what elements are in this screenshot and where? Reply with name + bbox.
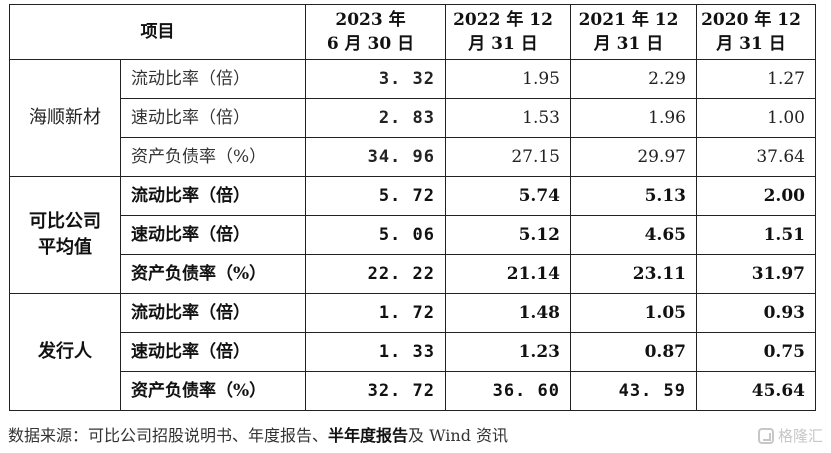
header-period-2020-12-31: 2020 年 12 月 31 日	[696, 4, 816, 60]
value-cell: 2.00	[696, 176, 816, 216]
value-cell: 21.14	[445, 254, 571, 294]
metric-label: 流动比率（倍）	[120, 293, 306, 333]
value-cell: 5. 06	[305, 215, 446, 255]
table-row: 资产负债率（%） 34. 96 27.15 29.97 37.64	[10, 137, 816, 177]
group-label-haishun: 海顺新材	[9, 59, 121, 177]
value-cell: 0.87	[570, 332, 697, 372]
value-cell: 0.75	[696, 332, 816, 372]
metric-label: 流动比率（倍）	[120, 176, 306, 216]
table-row: 发行人 流动比率（倍） 1. 72 1.48 1.05 0.93	[9, 293, 816, 411]
watermark-text: 格隆汇	[777, 427, 823, 445]
metric-label: 资产负债率（%）	[120, 137, 306, 177]
value-cell: 1.00	[696, 98, 816, 138]
value-cell: 2. 83	[305, 98, 446, 138]
value-cell: 22. 22	[305, 254, 446, 294]
value-cell: 23.11	[570, 254, 697, 294]
group-label-peer-average: 可比公司 平均值	[9, 176, 121, 294]
value-cell: 1.05	[570, 293, 697, 333]
metric-label: 速动比率（倍）	[120, 332, 306, 372]
value-cell: 3. 32	[305, 59, 446, 99]
value-cell: 1. 33	[305, 332, 446, 372]
group-label-issuer: 发行人	[9, 293, 121, 411]
source-note-emphasis: 半年度报告	[328, 426, 409, 445]
value-cell: 5.12	[445, 215, 571, 255]
value-cell: 37.64	[696, 137, 816, 177]
table-row: 资产负债率（%） 32. 72 36. 60 43. 59 45.64	[10, 371, 816, 411]
metric-label: 流动比率（倍）	[120, 59, 306, 99]
value-cell: 32. 72	[305, 371, 446, 411]
value-cell: 1.51	[696, 215, 816, 255]
gelonghui-logo-icon	[757, 428, 774, 444]
metric-label: 资产负债率（%）	[120, 254, 306, 294]
metric-label: 速动比率（倍）	[120, 215, 306, 255]
value-cell: 36. 60	[445, 371, 571, 411]
source-note-suffix: 及 Wind 资讯	[408, 426, 509, 445]
table-row: 速动比率（倍） 5. 06 5.12 4.65 1.51	[10, 215, 816, 255]
watermark: 格隆汇	[757, 427, 823, 445]
value-cell: 2.29	[570, 59, 697, 99]
value-cell: 4.65	[570, 215, 697, 255]
value-cell: 1.53	[445, 98, 571, 138]
value-cell: 43. 59	[570, 371, 697, 411]
header-item: 项目	[9, 4, 306, 60]
value-cell: 1. 72	[305, 293, 446, 333]
metric-label: 速动比率（倍）	[120, 98, 306, 138]
table-row: 可比公司 平均值 流动比率（倍） 5. 72 5.74 5.13 2.00	[9, 176, 816, 294]
value-cell: 1.48	[445, 293, 571, 333]
value-cell: 34. 96	[305, 137, 446, 177]
value-cell: 31.97	[696, 254, 816, 294]
header-period-2022-12-31: 2022 年 12 月 31 日	[445, 4, 571, 60]
table-row: 资产负债率（%） 22. 22 21.14 23.11 31.97	[10, 254, 816, 294]
table-row: 海顺新材 流动比率（倍） 3. 32 1.95 2.29 1.27	[9, 59, 816, 177]
value-cell: 5.74	[445, 176, 571, 216]
value-cell: 0.93	[696, 293, 816, 333]
value-cell: 1.95	[445, 59, 571, 99]
table-row: 速动比率（倍） 1. 33 1.23 0.87 0.75	[10, 332, 816, 372]
value-cell: 29.97	[570, 137, 697, 177]
source-note-prefix: 数据来源：可比公司招股说明书、年度报告、	[8, 426, 329, 445]
value-cell: 1.23	[445, 332, 571, 372]
source-note: 数据来源：可比公司招股说明书、年度报告、半年度报告及 Wind 资讯	[8, 425, 508, 447]
metric-label: 资产负债率（%）	[120, 371, 306, 411]
value-cell: 5.13	[570, 176, 697, 216]
table-row: 速动比率（倍） 2. 83 1.53 1.96 1.00	[10, 98, 816, 138]
value-cell: 27.15	[445, 137, 571, 177]
value-cell: 45.64	[696, 371, 816, 411]
value-cell: 1.96	[570, 98, 697, 138]
value-cell: 5. 72	[305, 176, 446, 216]
value-cell: 1.27	[696, 59, 816, 99]
header-period-2021-12-31: 2021 年 12 月 31 日	[570, 4, 697, 60]
